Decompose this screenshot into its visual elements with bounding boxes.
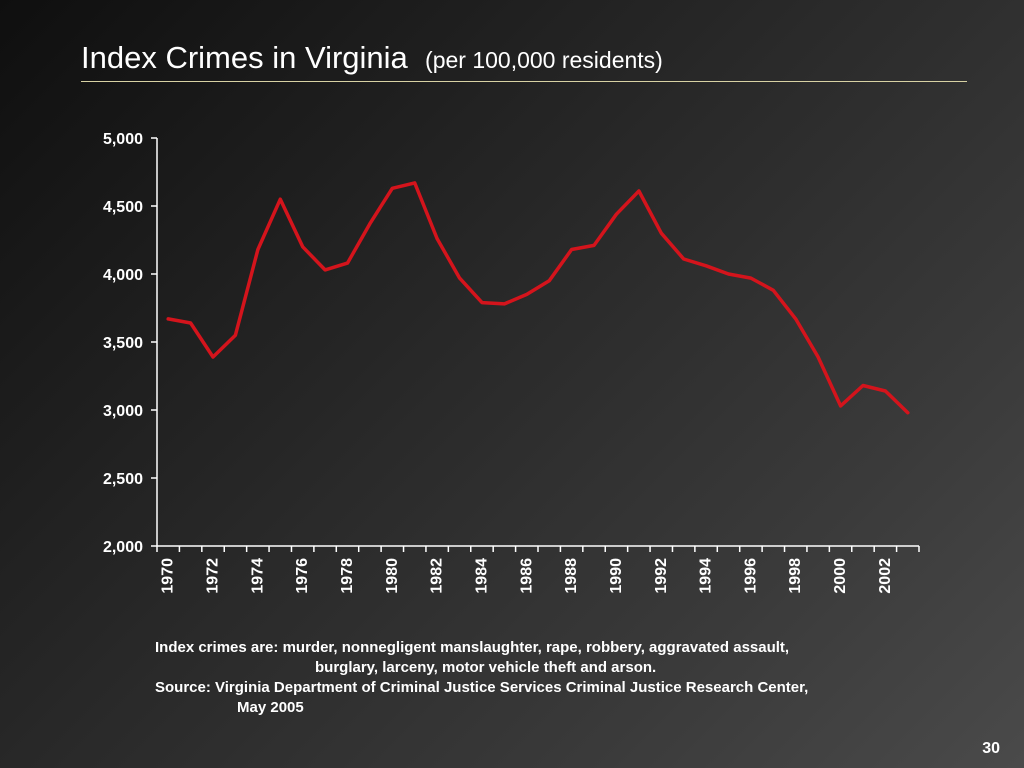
x-axis: 1970 1972 1974 1976 1978 1980 1982 1984 1986 1988… bbox=[156, 545, 920, 594]
x-tick-label: 2000 bbox=[832, 558, 849, 594]
x-tick-label: 1986 bbox=[518, 558, 535, 594]
page-number: 30 bbox=[982, 740, 1000, 757]
y-tick-label: 2,500 bbox=[103, 471, 143, 488]
footnotes: Index crimes are: murder, nonnegligent m… bbox=[155, 638, 985, 718]
y-tick-label: 4,500 bbox=[103, 199, 143, 216]
x-tick-label: 1970 bbox=[160, 558, 177, 594]
x-tick-label: 1972 bbox=[205, 558, 222, 594]
line-chart: 2,000 2,500 3,000 3,500 4,000 4,500 5,000 1970… bbox=[103, 131, 920, 594]
y-tick-label: 3,000 bbox=[103, 403, 143, 420]
x-tick-label: 2002 bbox=[877, 558, 894, 594]
slide-title: Index Crimes in Virginia (per 100,000 re… bbox=[81, 40, 663, 76]
y-axis: 2,000 2,500 3,000 3,500 4,000 4,500 5,000 bbox=[103, 131, 158, 556]
x-tick-label: 1980 bbox=[384, 558, 401, 594]
title-main: Index Crimes in Virginia bbox=[81, 40, 408, 75]
plot-area bbox=[166, 181, 910, 415]
note-definition: Index crimes are: murder, nonnegligent m… bbox=[155, 639, 790, 656]
x-tick-label: 1982 bbox=[429, 558, 446, 594]
x-tick-label: 1976 bbox=[294, 558, 311, 594]
y-tick-label: 2,000 bbox=[103, 539, 143, 556]
title-subtitle: (per 100,000 residents) bbox=[425, 47, 663, 73]
x-tick-label: 1992 bbox=[653, 558, 670, 594]
x-tick-label: 1984 bbox=[473, 558, 490, 594]
title-divider bbox=[81, 81, 967, 82]
note-source: Source: Virginia Department of Criminal … bbox=[155, 679, 809, 696]
x-tick-label: 1990 bbox=[608, 558, 625, 594]
x-tick-label: 1974 bbox=[249, 558, 266, 594]
x-tick-label: 1994 bbox=[698, 558, 715, 594]
series-line bbox=[166, 181, 910, 415]
y-tick-label: 4,000 bbox=[103, 267, 143, 284]
y-tick-label: 5,000 bbox=[103, 131, 143, 148]
x-tick-label: 1998 bbox=[787, 558, 804, 594]
x-tick-label: 1978 bbox=[339, 558, 356, 594]
x-tick-label: 1996 bbox=[742, 558, 759, 594]
note-source-date: May 2005 bbox=[237, 699, 304, 716]
x-tick-label: 1988 bbox=[563, 558, 580, 594]
y-tick-label: 3,500 bbox=[103, 335, 143, 352]
note-definition-cont: burglary, larceny, motor vehicle theft a… bbox=[315, 659, 657, 676]
